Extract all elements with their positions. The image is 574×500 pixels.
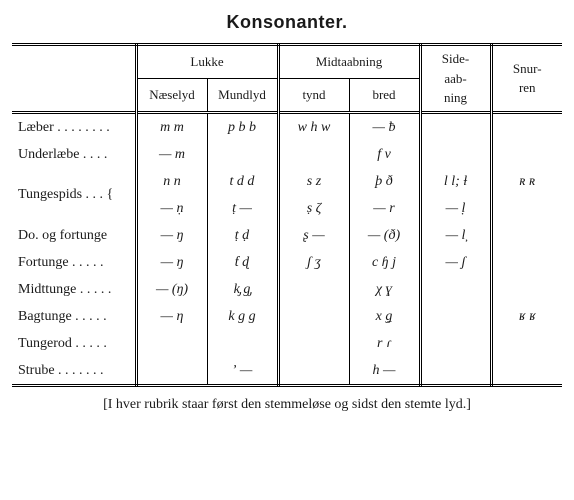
cell: ṭ — xyxy=(207,195,278,222)
header-tynd: tynd xyxy=(278,78,349,112)
cell: — (ŋ) xyxy=(136,276,207,303)
cell xyxy=(278,357,349,386)
cell: c ɧ j xyxy=(349,249,420,276)
header-side-l3: ning xyxy=(444,90,467,105)
row-label-tungespids: Tungespids . . . { xyxy=(12,168,136,222)
row-label-do-fortunge: Do. og fortunge xyxy=(12,222,136,249)
cell: k̡ g̡ xyxy=(207,276,278,303)
row-label-bagtunge: Bagtunge . . . . . xyxy=(12,303,136,330)
cell xyxy=(491,195,562,222)
table-row: Strube . . . . . . . ʼ — h — xyxy=(12,357,562,386)
cell: — l̦ xyxy=(420,222,491,249)
cell xyxy=(420,357,491,386)
cell xyxy=(420,276,491,303)
cell: — ŋ xyxy=(136,222,207,249)
cell: x ǥ xyxy=(349,303,420,330)
page-title: Konsonanter. xyxy=(12,12,562,33)
cell xyxy=(491,330,562,357)
cell: — m xyxy=(136,141,207,168)
cell xyxy=(278,330,349,357)
cell xyxy=(278,276,349,303)
cell xyxy=(207,141,278,168)
cell: — ḷ xyxy=(420,195,491,222)
row-label-underlaebe: Underlæbe . . . . xyxy=(12,141,136,168)
cell xyxy=(420,141,491,168)
header-midtaabning: Midtaabning xyxy=(278,45,420,79)
cell: þ ð xyxy=(349,168,420,195)
cell: — ʃ xyxy=(420,249,491,276)
row-label-midttunge: Midttunge . . . . . xyxy=(12,276,136,303)
cell: — r xyxy=(349,195,420,222)
cell xyxy=(420,303,491,330)
header-side-l1: Side- xyxy=(442,51,469,66)
cell xyxy=(136,330,207,357)
row-label-strube: Strube . . . . . . . xyxy=(12,357,136,386)
cell: ʼ — xyxy=(207,357,278,386)
cell xyxy=(278,141,349,168)
header-snur-l2: ren xyxy=(519,80,536,95)
cell: — η xyxy=(136,303,207,330)
table-row: Midttunge . . . . . — (ŋ) k̡ g̡ χ ɣ xyxy=(12,276,562,303)
table-row: Underlæbe . . . . — m f v xyxy=(12,141,562,168)
table-row: Fortunge . . . . . — ŋ ƭ ɖ ʃ ʒ c ɧ j — ʃ xyxy=(12,249,562,276)
header-sideaabning: Side- aab- ning xyxy=(420,45,491,113)
row-label-tungerod: Tungerod . . . . . xyxy=(12,330,136,357)
header-snurren: Snur- ren xyxy=(491,45,562,113)
cell xyxy=(491,249,562,276)
cell: n n xyxy=(136,168,207,195)
cell xyxy=(420,330,491,357)
cell xyxy=(420,112,491,141)
cell xyxy=(207,330,278,357)
header-mundlyd: Mundlyd xyxy=(207,78,278,112)
cell xyxy=(278,303,349,330)
cell: ʀ ʀ xyxy=(491,168,562,195)
cell: t d d xyxy=(207,168,278,195)
cell: k g g xyxy=(207,303,278,330)
header-side-l2: aab- xyxy=(444,71,466,86)
cell: — ṇ xyxy=(136,195,207,222)
cell: ʁ ʁ xyxy=(491,303,562,330)
cell: w h w xyxy=(278,112,349,141)
row-label-fortunge: Fortunge . . . . . xyxy=(12,249,136,276)
header-bred: bred xyxy=(349,78,420,112)
cell xyxy=(491,141,562,168)
consonant-table: Lukke Midtaabning Side- aab- ning Snur- … xyxy=(12,43,562,387)
cell xyxy=(491,276,562,303)
cell: χ ɣ xyxy=(349,276,420,303)
header-blank xyxy=(12,45,136,113)
cell xyxy=(491,357,562,386)
table-row: Do. og fortunge — ŋ ṭ ḍ ʂ — — (ð) — l̦ xyxy=(12,222,562,249)
table-row: Tungerod . . . . . r ɾ xyxy=(12,330,562,357)
cell: r ɾ xyxy=(349,330,420,357)
cell: l l; ƚ xyxy=(420,168,491,195)
cell: s z xyxy=(278,168,349,195)
cell xyxy=(491,112,562,141)
table-row: Læber . . . . . . . . m m p b b w h w — … xyxy=(12,112,562,141)
cell: ṣ ζ xyxy=(278,195,349,222)
cell: f v xyxy=(349,141,420,168)
cell: — (ð) xyxy=(349,222,420,249)
table-row: Tungespids . . . { n n t d d s z þ ð l l… xyxy=(12,168,562,195)
cell: ƭ ɖ xyxy=(207,249,278,276)
cell: m m xyxy=(136,112,207,141)
cell: ʂ — xyxy=(278,222,349,249)
header-lukke: Lukke xyxy=(136,45,278,79)
row-label-laeber: Læber . . . . . . . . xyxy=(12,112,136,141)
footnote: [I hver rubrik staar først den stemmeløs… xyxy=(12,397,562,413)
table-row: Bagtunge . . . . . — η k g g x ǥ ʁ ʁ xyxy=(12,303,562,330)
cell: ṭ ḍ xyxy=(207,222,278,249)
cell: ʃ ʒ xyxy=(278,249,349,276)
cell: p b b xyxy=(207,112,278,141)
header-snur-l1: Snur- xyxy=(513,61,542,76)
cell xyxy=(136,357,207,386)
cell: — ƀ xyxy=(349,112,420,141)
cell: — ŋ xyxy=(136,249,207,276)
header-naeselyd: Næselyd xyxy=(136,78,207,112)
cell xyxy=(491,222,562,249)
cell: h — xyxy=(349,357,420,386)
